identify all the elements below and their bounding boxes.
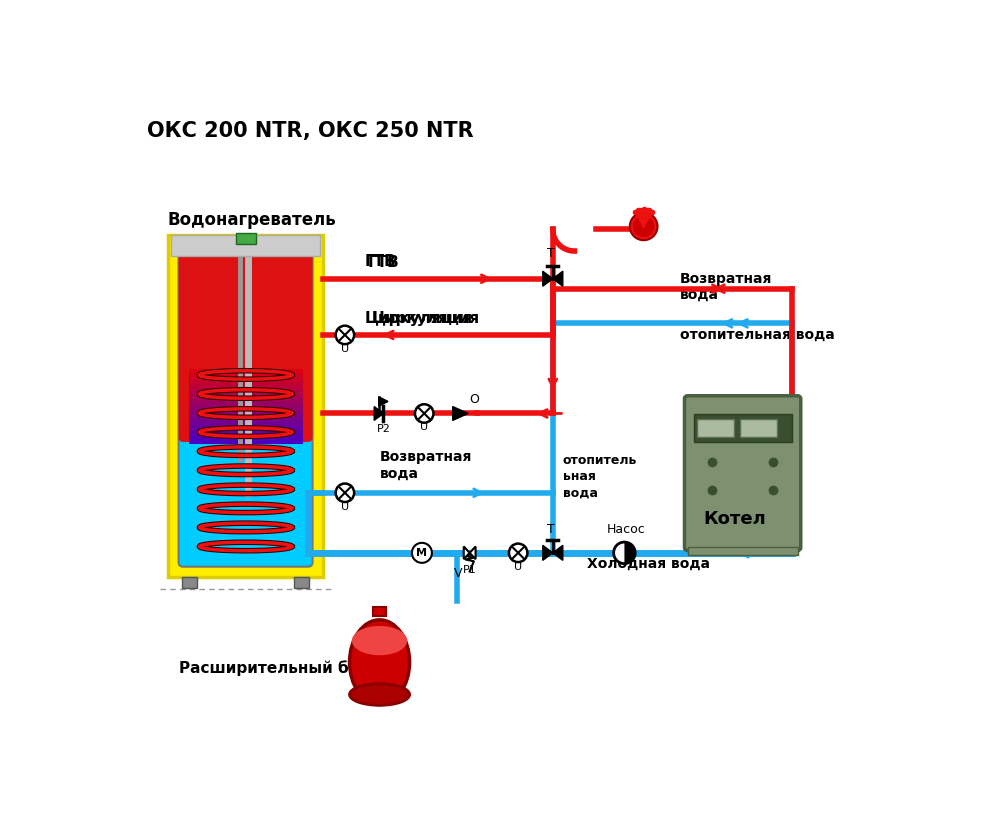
- Bar: [182, 577, 197, 588]
- Circle shape: [415, 404, 434, 423]
- Polygon shape: [553, 545, 563, 560]
- Bar: [688, 547, 798, 555]
- FancyBboxPatch shape: [685, 396, 801, 550]
- Bar: [168, 235, 324, 577]
- Bar: [189, 404, 302, 408]
- Polygon shape: [453, 406, 468, 420]
- Ellipse shape: [349, 620, 409, 705]
- Bar: [189, 432, 302, 435]
- Polygon shape: [543, 545, 553, 560]
- Text: отопитель
ьная
вода: отопитель ьная вода: [563, 455, 638, 500]
- Bar: [189, 420, 302, 423]
- Bar: [189, 395, 302, 399]
- FancyBboxPatch shape: [178, 245, 313, 442]
- Text: U: U: [340, 344, 349, 354]
- Text: ОКС 200 NTR, ОКС 250 NTR: ОКС 200 NTR, ОКС 250 NTR: [147, 121, 473, 141]
- Text: U: U: [514, 562, 523, 572]
- Text: P1: P1: [462, 565, 476, 575]
- Circle shape: [633, 215, 654, 237]
- Circle shape: [614, 542, 636, 564]
- Bar: [294, 577, 310, 588]
- Circle shape: [336, 484, 354, 502]
- Bar: [189, 423, 302, 425]
- Polygon shape: [374, 406, 384, 420]
- Ellipse shape: [352, 626, 407, 656]
- Text: Холодная вода: Холодная вода: [587, 557, 710, 571]
- Bar: [189, 435, 302, 438]
- Bar: [189, 410, 302, 414]
- Bar: [189, 429, 302, 432]
- Bar: [189, 378, 302, 380]
- Text: T: T: [547, 247, 554, 260]
- Bar: [189, 384, 302, 387]
- Text: P2: P2: [377, 424, 391, 434]
- Text: Насос: Насос: [606, 523, 646, 535]
- Text: Циркуляция: Циркуляция: [364, 310, 472, 325]
- Bar: [189, 440, 302, 444]
- Circle shape: [336, 326, 354, 344]
- Bar: [189, 414, 302, 417]
- Bar: [189, 372, 302, 374]
- Bar: [189, 380, 302, 384]
- Polygon shape: [553, 271, 563, 286]
- Bar: [373, 607, 386, 616]
- Bar: [189, 374, 302, 378]
- Polygon shape: [463, 546, 469, 559]
- Text: U: U: [340, 502, 349, 512]
- Text: Расширительный бак: Расширительный бак: [179, 661, 370, 676]
- Text: Циркуляция: Циркуляция: [372, 311, 480, 326]
- Text: Водонагреватель: Водонагреватель: [168, 211, 337, 229]
- Bar: [189, 417, 302, 420]
- Ellipse shape: [349, 684, 409, 706]
- Text: M: M: [416, 548, 427, 558]
- Text: отопительная вода: отопительная вода: [680, 328, 834, 342]
- Circle shape: [509, 544, 527, 562]
- Bar: [171, 235, 320, 256]
- Bar: [189, 425, 302, 429]
- Bar: [236, 234, 257, 244]
- Bar: [189, 402, 302, 404]
- Bar: [740, 419, 777, 437]
- Text: V: V: [454, 567, 462, 580]
- Circle shape: [412, 543, 432, 563]
- Text: T: T: [547, 523, 554, 535]
- Text: Котел: Котел: [703, 510, 766, 529]
- Text: ГТВ: ГТВ: [364, 254, 396, 269]
- Bar: [694, 414, 791, 442]
- Polygon shape: [379, 397, 388, 406]
- Bar: [189, 399, 302, 402]
- Text: Возвратная
вода: Возвратная вода: [680, 272, 772, 302]
- Bar: [189, 389, 302, 393]
- Polygon shape: [543, 271, 553, 286]
- Wedge shape: [625, 542, 636, 564]
- Bar: [189, 438, 302, 440]
- Bar: [189, 369, 302, 372]
- Bar: [189, 387, 302, 389]
- Circle shape: [630, 213, 657, 240]
- Text: O: O: [469, 393, 479, 405]
- Text: Возвратная
вода: Возвратная вода: [380, 450, 472, 480]
- Text: ГТВ: ГТВ: [368, 255, 400, 270]
- Bar: [189, 393, 302, 395]
- Bar: [697, 419, 734, 437]
- FancyBboxPatch shape: [178, 245, 313, 566]
- Text: U: U: [420, 422, 428, 432]
- Polygon shape: [469, 546, 475, 559]
- Bar: [189, 408, 302, 410]
